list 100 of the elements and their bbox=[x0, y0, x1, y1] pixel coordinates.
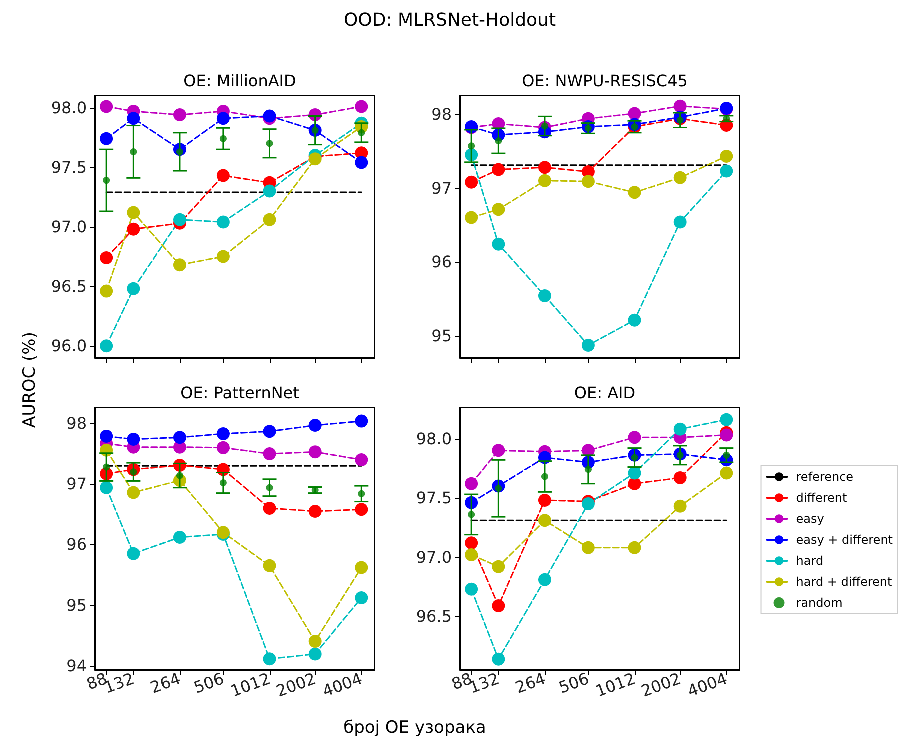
x-tick-label: 2002 bbox=[638, 669, 684, 701]
point bbox=[628, 477, 642, 490]
point bbox=[263, 110, 276, 123]
point bbox=[492, 652, 506, 666]
point bbox=[173, 431, 186, 444]
y-tick-label: 97.0 bbox=[51, 218, 87, 236]
point bbox=[538, 161, 552, 174]
x-tick-label: 506 bbox=[191, 669, 227, 698]
point bbox=[308, 648, 322, 661]
point bbox=[308, 152, 322, 166]
point bbox=[355, 454, 368, 467]
chart-title: OE: AID bbox=[574, 384, 636, 402]
point bbox=[263, 447, 276, 460]
point bbox=[308, 419, 322, 432]
point bbox=[492, 238, 506, 251]
y-tick-label: 98.0 bbox=[51, 98, 87, 118]
point bbox=[127, 486, 140, 500]
y-tick-label: 97 bbox=[432, 178, 452, 198]
x-tick-label: 1012 bbox=[593, 669, 638, 701]
y-tick-label: 97 bbox=[66, 474, 87, 494]
point bbox=[492, 444, 506, 458]
x-tick-label: 1012 bbox=[228, 669, 273, 701]
legend-label: easy bbox=[796, 512, 824, 526]
point bbox=[628, 107, 642, 120]
point bbox=[266, 484, 274, 492]
point bbox=[355, 156, 368, 170]
point bbox=[628, 186, 642, 200]
point bbox=[266, 140, 274, 148]
point bbox=[127, 282, 140, 296]
point bbox=[263, 502, 276, 515]
point bbox=[263, 559, 276, 572]
point bbox=[355, 503, 368, 516]
point bbox=[308, 635, 322, 648]
point bbox=[541, 473, 548, 480]
point bbox=[173, 108, 186, 122]
point bbox=[492, 599, 506, 612]
point bbox=[173, 213, 186, 226]
point bbox=[538, 573, 552, 586]
y-tick-label: 96.5 bbox=[416, 607, 452, 626]
point bbox=[628, 541, 642, 554]
point bbox=[628, 466, 642, 480]
point bbox=[720, 164, 734, 178]
point bbox=[492, 560, 506, 574]
point bbox=[127, 112, 140, 126]
x-tick-label: 4004 bbox=[320, 669, 365, 701]
point bbox=[176, 472, 184, 480]
point bbox=[492, 203, 506, 216]
point bbox=[538, 174, 552, 188]
point bbox=[674, 471, 687, 484]
y-tick-label: 97.0 bbox=[416, 548, 452, 567]
point bbox=[582, 175, 595, 188]
y-tick-label: 96 bbox=[66, 535, 87, 554]
y-tick-label: 97.5 bbox=[416, 488, 452, 508]
legend-label: different bbox=[796, 491, 848, 505]
point bbox=[355, 592, 368, 604]
x-axis-title: број OE узорака bbox=[342, 718, 488, 738]
point bbox=[308, 446, 322, 459]
point bbox=[720, 150, 734, 164]
point bbox=[674, 171, 687, 184]
point bbox=[492, 163, 506, 176]
point bbox=[127, 222, 140, 236]
point bbox=[628, 314, 642, 327]
point bbox=[308, 504, 322, 518]
point bbox=[628, 431, 642, 444]
point bbox=[582, 338, 595, 352]
y-tick-label: 98 bbox=[432, 104, 452, 124]
point bbox=[720, 466, 734, 480]
point bbox=[720, 413, 734, 426]
y-tick-label: 98.0 bbox=[416, 429, 452, 448]
legend-label: hard + different bbox=[796, 575, 893, 589]
x-tick-label: 264 bbox=[513, 669, 548, 698]
y-axis-title: AUROC (%) bbox=[20, 331, 40, 430]
legend-label: hard bbox=[796, 554, 824, 568]
y-tick-label: 97.5 bbox=[51, 158, 87, 177]
point bbox=[538, 514, 552, 528]
point bbox=[674, 100, 687, 113]
point bbox=[720, 428, 734, 442]
legend-label: reference bbox=[796, 470, 854, 484]
point bbox=[538, 494, 552, 507]
point bbox=[674, 422, 687, 436]
legend-label: easy + different bbox=[796, 533, 894, 547]
chart-title: OE: PatternNet bbox=[180, 384, 300, 402]
y-tick-label: 94 bbox=[66, 656, 87, 676]
x-tick-label: 506 bbox=[556, 669, 592, 698]
x-tick-label: 2002 bbox=[274, 669, 319, 701]
point bbox=[173, 530, 186, 544]
point bbox=[130, 148, 138, 156]
x-tick-label: 4004 bbox=[685, 669, 730, 701]
x-tick-label: 264 bbox=[148, 669, 184, 698]
y-tick-label: 96.5 bbox=[51, 277, 87, 296]
point bbox=[355, 561, 368, 574]
point bbox=[127, 432, 140, 446]
point bbox=[674, 216, 687, 229]
point bbox=[723, 115, 730, 122]
y-tick-label: 95 bbox=[432, 326, 452, 346]
y-tick-label: 96.0 bbox=[51, 336, 87, 356]
point bbox=[495, 138, 502, 145]
chart-title: OE: MillionAID bbox=[184, 72, 296, 90]
y-tick-label: 95 bbox=[66, 596, 87, 615]
point bbox=[263, 184, 276, 198]
